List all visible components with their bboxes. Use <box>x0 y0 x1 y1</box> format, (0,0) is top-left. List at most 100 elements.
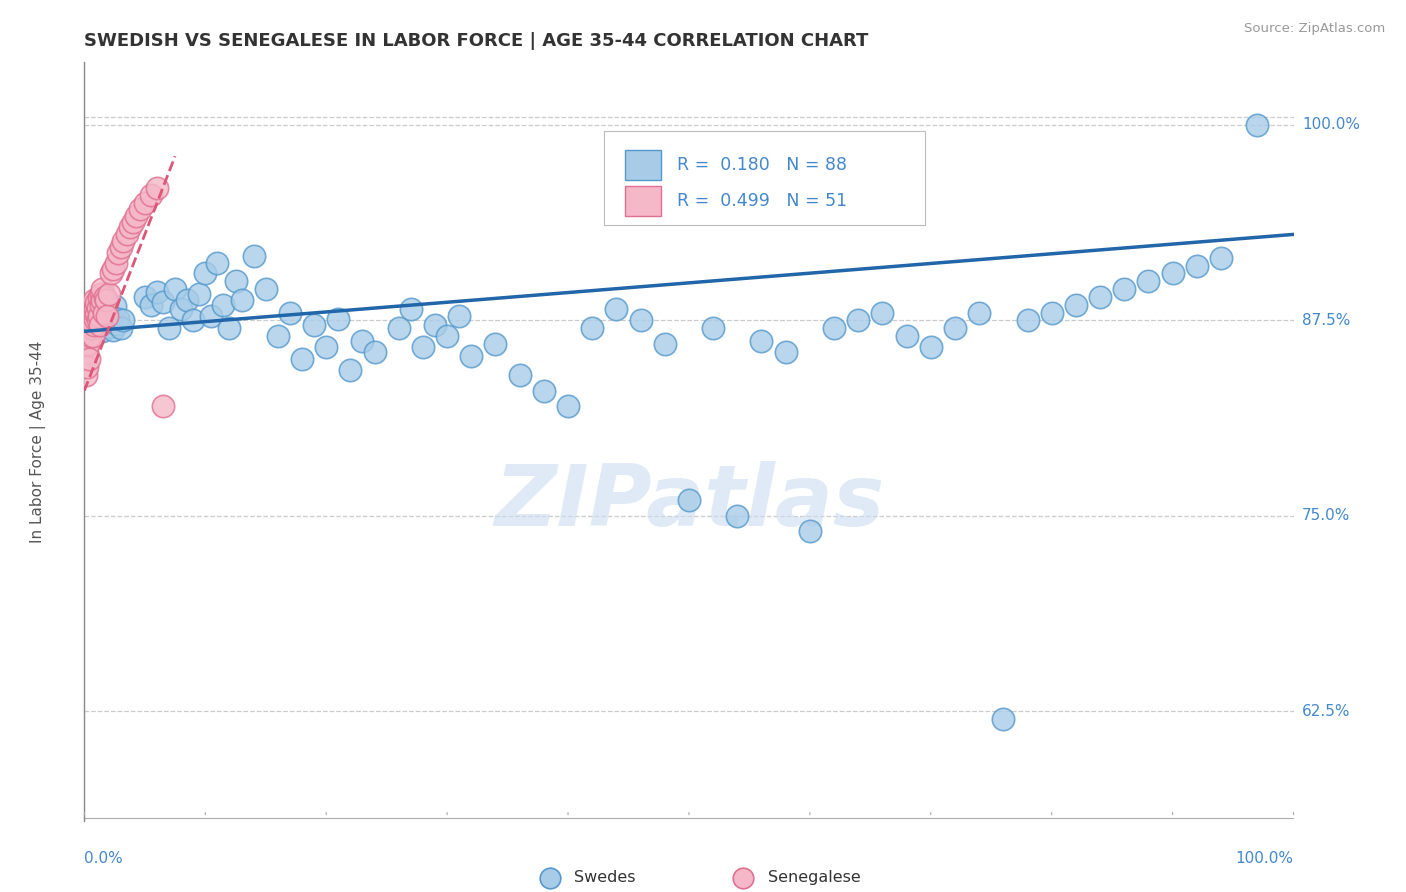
Point <box>157 321 180 335</box>
Point <box>678 493 700 508</box>
Text: 100.0%: 100.0% <box>1236 851 1294 866</box>
Point <box>98 319 121 334</box>
Point <box>775 344 797 359</box>
Text: 75.0%: 75.0% <box>1302 508 1350 524</box>
Point <box>120 219 142 234</box>
Point <box>146 180 169 194</box>
Point <box>630 313 652 327</box>
Point <box>139 298 162 312</box>
Point <box>86 307 108 321</box>
Point <box>77 309 100 323</box>
Point <box>76 313 98 327</box>
Point <box>97 286 120 301</box>
Point <box>94 293 117 307</box>
Point <box>82 321 104 335</box>
Point <box>315 340 337 354</box>
Point <box>100 267 122 281</box>
Point <box>194 267 217 281</box>
Text: R =  0.180   N = 88: R = 0.180 N = 88 <box>676 156 846 174</box>
Point <box>93 305 115 319</box>
Point <box>460 349 482 363</box>
Point <box>188 286 211 301</box>
Point <box>79 329 101 343</box>
Point <box>207 255 229 269</box>
Point <box>152 400 174 414</box>
Point <box>581 321 603 335</box>
Point <box>291 352 314 367</box>
Point <box>77 321 100 335</box>
Point <box>267 329 290 343</box>
Point <box>328 311 350 326</box>
Point <box>82 305 104 319</box>
Point <box>76 344 98 359</box>
Point <box>146 285 169 300</box>
Point <box>87 318 110 332</box>
Point <box>112 313 135 327</box>
Point <box>557 400 579 414</box>
Point <box>91 282 114 296</box>
Point <box>152 294 174 309</box>
Point <box>176 293 198 307</box>
Point <box>103 323 125 337</box>
Point <box>212 298 235 312</box>
Point <box>94 290 117 304</box>
Point <box>1185 259 1208 273</box>
Point <box>1209 251 1232 265</box>
Point <box>83 318 105 332</box>
Point <box>993 712 1015 726</box>
Point <box>104 255 127 269</box>
Point <box>449 309 471 323</box>
Point <box>654 336 676 351</box>
Point <box>110 240 132 254</box>
Point <box>110 321 132 335</box>
Point <box>605 302 627 317</box>
Point <box>107 246 129 260</box>
FancyBboxPatch shape <box>624 186 661 217</box>
Point <box>80 321 103 335</box>
Point <box>104 299 127 313</box>
Point <box>105 317 128 331</box>
Point <box>1114 282 1136 296</box>
Point <box>231 293 253 307</box>
Text: 87.5%: 87.5% <box>1302 313 1350 328</box>
Point <box>77 352 100 367</box>
Text: SWEDISH VS SENEGALESE IN LABOR FORCE | AGE 35-44 CORRELATION CHART: SWEDISH VS SENEGALESE IN LABOR FORCE | A… <box>84 32 869 50</box>
Point <box>121 215 143 229</box>
Point <box>725 508 748 523</box>
Point <box>83 293 105 307</box>
Point <box>125 209 148 223</box>
Point <box>533 384 555 398</box>
Text: ZIPatlas: ZIPatlas <box>494 460 884 544</box>
Point <box>87 290 110 304</box>
Point <box>352 334 374 348</box>
Text: 62.5%: 62.5% <box>1302 704 1350 719</box>
Point <box>339 363 361 377</box>
Point <box>399 302 422 317</box>
Point <box>943 321 966 335</box>
Text: In Labor Force | Age 35-44: In Labor Force | Age 35-44 <box>31 341 46 542</box>
Point <box>86 296 108 310</box>
Text: Senegalese: Senegalese <box>768 870 860 885</box>
Point <box>77 336 100 351</box>
Point <box>218 321 240 335</box>
Point <box>89 318 111 332</box>
Point <box>89 298 111 312</box>
Text: Source: ZipAtlas.com: Source: ZipAtlas.com <box>1244 22 1385 36</box>
Point <box>80 305 103 319</box>
Point <box>1017 313 1039 327</box>
Text: R =  0.499   N = 51: R = 0.499 N = 51 <box>676 192 846 211</box>
Point <box>91 293 114 307</box>
Point <box>920 340 942 354</box>
Point <box>76 360 98 375</box>
Point <box>423 318 446 332</box>
Point <box>82 329 104 343</box>
Point <box>75 368 97 383</box>
Point <box>388 321 411 335</box>
Point <box>107 311 129 326</box>
Point <box>436 329 458 343</box>
Point <box>799 524 821 539</box>
Point <box>896 329 918 343</box>
Point <box>302 318 325 332</box>
Point <box>1161 267 1184 281</box>
Point <box>254 282 277 296</box>
